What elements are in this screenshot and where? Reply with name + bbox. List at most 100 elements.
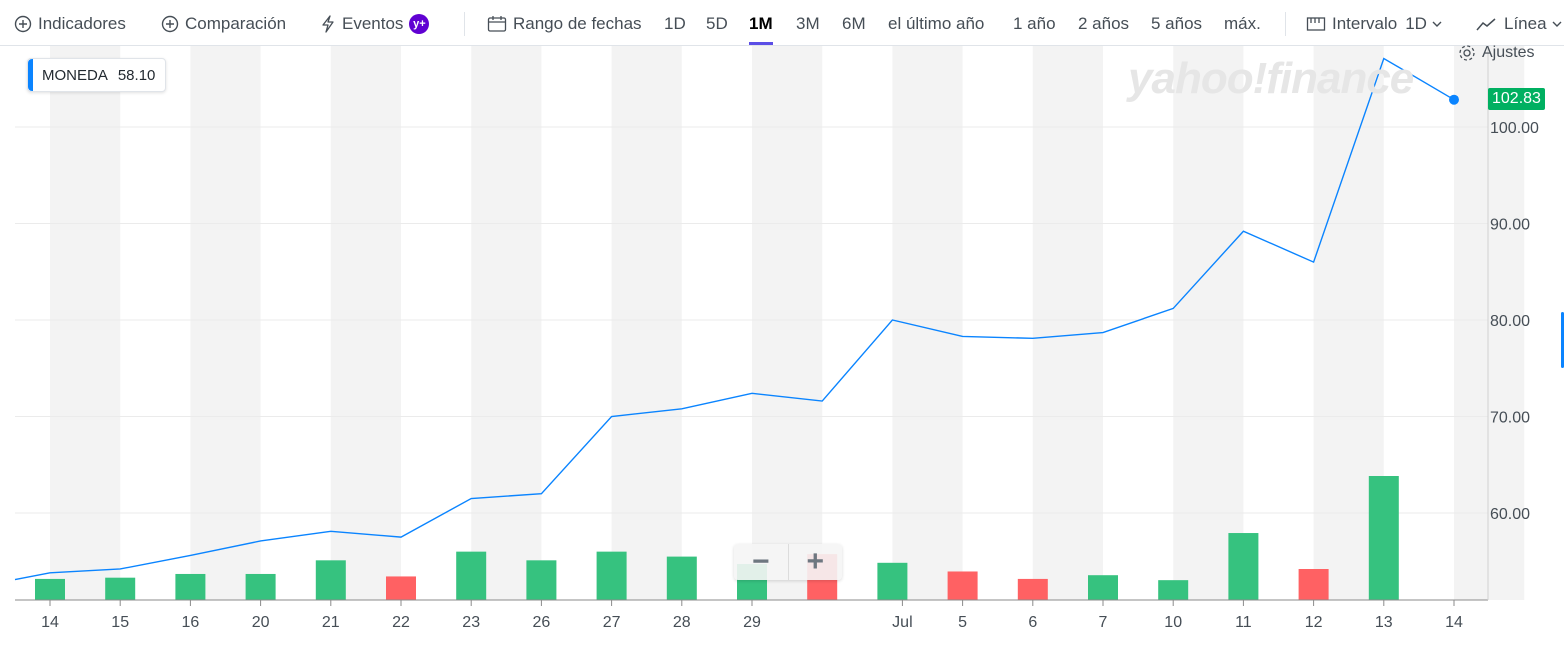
x-tick-label: 11 [1235,614,1252,631]
chart-toolbar: Indicadores Comparación Eventos y+ Rango… [0,0,1564,46]
indicators-label: Indicadores [38,14,126,33]
chevron-down-icon [1552,21,1562,27]
plus-circle-icon [161,15,179,33]
x-tick-label: 14 [1445,614,1463,631]
y-tick-label: 100.00 [1490,120,1539,137]
volume-bar [35,578,65,600]
indicators-button[interactable]: Indicadores [14,12,126,36]
weekday-band [471,46,542,600]
lightning-icon [322,15,334,33]
yahoo-plus-badge: y+ [409,14,430,34]
calendar-icon [487,16,507,32]
weekday-band [50,46,121,600]
volume-bar [315,560,346,600]
x-tick-label: 29 [743,614,761,631]
y-tick-label: 60.00 [1490,506,1530,523]
x-tick-label: 6 [1028,614,1037,631]
y-tick-label: 90.00 [1490,217,1530,234]
zoom-in-button[interactable]: + [806,545,825,578]
events-label: Eventos [342,14,404,33]
range-3m-button[interactable]: 3M [796,14,820,33]
yahoo-finance-watermark: yahoo!finance [1128,54,1414,103]
x-tick-label: 26 [533,614,551,631]
weekday-band [752,46,823,600]
date-range-button[interactable]: Rango de fechas [487,12,642,36]
y-tick-label: 80.00 [1490,313,1530,330]
x-tick-label: 28 [673,614,691,631]
volume-bar [175,573,206,600]
zoom-out-button[interactable]: − [734,544,789,580]
range-5y-button[interactable]: 5 años [1151,14,1203,33]
interval-label: Intervalo [1332,14,1398,33]
toolbar-divider [1285,12,1286,36]
legend-value: 58.10 [117,66,156,84]
x-tick-label: 21 [322,614,340,631]
volume-bar [1088,575,1118,600]
volume-bar [1298,569,1329,600]
compare-button[interactable]: Comparación [161,12,286,36]
last-price-badge: 102.83 [1488,88,1545,110]
weekday-bands [50,46,1525,600]
volume-bar [1017,578,1048,600]
range-6m-button[interactable]: 6M [842,14,866,33]
settings-button[interactable]: Ajustes [1458,44,1534,62]
date-range-label: Rango de fechas [513,14,642,33]
weekday-band [1173,46,1244,600]
scroll-handle[interactable] [1561,312,1564,368]
events-button[interactable]: Eventos y+ [320,12,430,36]
series-legend[interactable]: MONEDA 58.10 [27,58,167,92]
x-tick-label: 5 [958,614,967,631]
x-tick-label: Jul [892,614,912,631]
ruler-icon [1306,17,1326,31]
range-ytd-button[interactable]: el último año [888,14,985,33]
x-tick-label: 7 [1099,614,1108,631]
volume-bar [245,573,276,600]
range-max-button[interactable]: máx. [1224,14,1261,33]
compare-label: Comparación [185,14,287,33]
settings-label: Ajustes [1482,44,1535,61]
last-point-marker [1449,94,1459,105]
volume-bar [877,562,908,600]
x-tick-label: 15 [111,614,129,631]
x-tick-label: 13 [1375,614,1393,631]
x-tick-label: 16 [182,614,200,631]
chart-type-label: Línea [1504,14,1547,33]
volume-bar [526,560,557,600]
interval-select[interactable]: Intervalo 1D [1306,12,1449,36]
price-line [14,57,1455,581]
x-tick-label: 10 [1164,614,1182,631]
range-1d-button[interactable]: 1D [664,14,686,33]
volume-bar [386,576,416,600]
plus-circle-icon [14,15,32,33]
weekday-band [1454,46,1525,600]
weekday-band [330,46,401,600]
x-tick-label: 14 [41,614,59,631]
volume-bar [947,571,978,600]
volume-bar [666,556,697,600]
range-2y-button[interactable]: 2 años [1078,14,1130,33]
volume-bar [105,577,136,600]
range-1y-button[interactable]: 1 año [1013,14,1056,33]
volume-bar [1158,580,1189,600]
volume-bar [1368,476,1399,600]
weekday-band [1032,46,1103,600]
legend-symbol: MONEDA [42,66,108,84]
y-tick-label: 70.00 [1490,410,1530,427]
x-tick-label: 22 [392,614,410,631]
chevron-down-icon [1432,21,1442,27]
toolbar-divider [464,12,465,36]
gear-icon [1459,45,1475,61]
line-chart-icon [1476,18,1496,31]
x-tick-label: 20 [252,614,270,631]
range-1m-button[interactable]: 1M [749,12,773,45]
x-tick-label: 12 [1305,614,1323,631]
range-5d-button[interactable]: 5D [706,14,728,33]
x-tick-label: 27 [603,614,621,631]
chart-type-select[interactable]: Línea [1476,12,1564,36]
weekday-band [611,46,682,600]
volume-bar [596,551,627,600]
axes: 60.00 70.00 80.00 90.00 100.00 14 15 16 20 21 22 23… [15,46,1539,631]
price-chart[interactable]: 60.00 70.00 80.00 90.00 100.00 14 15 16 20 21 22 23… [0,46,1564,646]
grid-lines [15,126,1488,514]
zoom-controls: − + [734,544,842,580]
